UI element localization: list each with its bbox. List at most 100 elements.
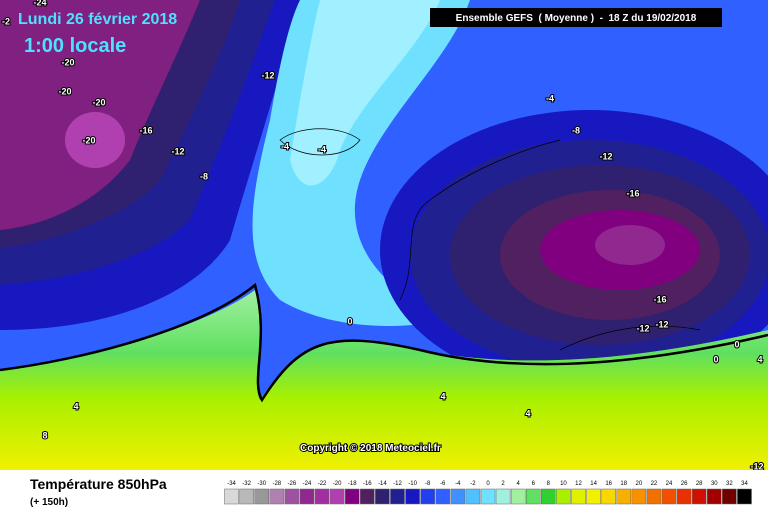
legend-label: 2 (501, 481, 505, 487)
legend-label: 8 (547, 481, 551, 487)
contour-label: -20 (92, 97, 105, 107)
color-legend: -34 -32 -30 -28 -26 -24 -22 -20 -18 -16 -14 -12 -10-… (224, 481, 752, 505)
legend-label: -22 (318, 481, 327, 487)
legend-swatch (646, 488, 662, 505)
legend-swatch (737, 488, 752, 505)
contour-label: 8 (42, 430, 47, 440)
contour-label: -20 (82, 135, 95, 145)
legend-swatch (510, 488, 526, 505)
legend-swatch (329, 488, 345, 505)
footer-lead: (+ 150h) (30, 497, 68, 508)
contour-label: -4 (318, 144, 326, 154)
copyright: Copyright © 2018 Meteociel.fr (300, 443, 441, 454)
legend-label: 12 (575, 481, 582, 487)
legend-label: 20 (636, 481, 643, 487)
legend-label: -10 (408, 481, 417, 487)
legend-swatch (269, 488, 285, 505)
contour-label: -4 (281, 141, 289, 151)
legend-swatch (541, 488, 556, 505)
contour-label: -8 (572, 125, 580, 135)
legend-swatch (631, 488, 647, 505)
contour-label: -16 (139, 125, 152, 135)
legend-label: 6 (532, 481, 536, 487)
contour-label: -24 (33, 0, 46, 7)
legend-swatch (375, 488, 390, 505)
legend-label: 10 (560, 481, 567, 487)
legend-label: 0 (486, 481, 490, 487)
legend-swatch (480, 488, 496, 505)
legend-label: -18 (348, 481, 357, 487)
legend-swatch (435, 488, 451, 505)
contour-label: -12 (750, 461, 763, 471)
contour-label: -20 (61, 57, 74, 67)
legend-swatch (676, 488, 692, 505)
legend-label: 22 (651, 481, 658, 487)
legend-swatch (571, 488, 586, 505)
legend-swatch (284, 488, 300, 505)
legend-swatch (706, 488, 722, 505)
zero-contour (0, 282, 768, 403)
contour-label: 4 (757, 354, 762, 364)
legend-label: 14 (590, 481, 597, 487)
legend-label: -24 (303, 481, 312, 487)
legend-label: -12 (393, 481, 402, 487)
iceland (279, 128, 361, 156)
band-plus (290, 0, 440, 186)
band-minus-20-east (595, 225, 665, 265)
date: Lundi 26 février 2018 (18, 11, 177, 28)
legend-swatch (450, 488, 466, 505)
legend-label: 32 (726, 481, 733, 487)
legend-swatch (239, 488, 254, 505)
time: 1:00 locale (24, 35, 126, 57)
legend-label: 18 (620, 481, 627, 487)
legend-label: -34 (227, 481, 236, 487)
contour-label: 4 (525, 408, 530, 418)
legend-swatch (299, 488, 315, 505)
footer-title: Température 850hPa (30, 476, 167, 492)
contour-label: 0 (347, 316, 352, 326)
contour-label: 0 (713, 354, 718, 364)
legend-label: 24 (666, 481, 673, 487)
contour-label: 4 (440, 391, 445, 401)
legend-label: 26 (681, 481, 688, 487)
legend-swatch (465, 488, 481, 505)
contour-label: -12 (655, 319, 668, 329)
contour-label: -12 (636, 323, 649, 333)
legend-swatch (344, 488, 360, 505)
legend-swatch (254, 488, 270, 505)
contour-label: -16 (626, 188, 639, 198)
legend-label: -8 (425, 481, 431, 487)
contour-label: -12 (599, 151, 612, 161)
legend-swatch (420, 488, 435, 505)
legend-label: -2 (470, 481, 476, 487)
legend-label: -14 (378, 481, 387, 487)
contour-label: 4 (73, 401, 78, 411)
contour-label: -8 (200, 171, 208, 181)
legend-label: -26 (288, 481, 297, 487)
contour-label: -12 (261, 70, 274, 80)
contour-label: -4 (546, 93, 554, 103)
legend-swatch (405, 488, 420, 505)
legend-swatch (661, 488, 677, 505)
legend-label: -28 (272, 481, 281, 487)
legend-swatch (224, 488, 239, 505)
legend-label: 30 (711, 481, 718, 487)
legend-label: -16 (363, 481, 372, 487)
legend-swatch (616, 488, 632, 505)
contour-label: -16 (653, 294, 666, 304)
contour-label: 0 (734, 339, 739, 349)
legend-label: 28 (696, 481, 703, 487)
legend-label: -6 (440, 481, 446, 487)
model: Ensemble GEFS ( Moyenne ) - 18 Z du 19/0… (456, 13, 697, 24)
legend-label: 4 (516, 481, 520, 487)
legend-label: -30 (257, 481, 266, 487)
legend-swatch (314, 488, 330, 505)
contour-label: -20 (58, 86, 71, 96)
legend-swatch (691, 488, 707, 505)
legend-label: -20 (333, 481, 342, 487)
legend-swatch (525, 488, 541, 505)
contour-label: -2 (2, 16, 10, 26)
legend-swatch (390, 488, 405, 505)
legend-swatch (722, 488, 737, 505)
